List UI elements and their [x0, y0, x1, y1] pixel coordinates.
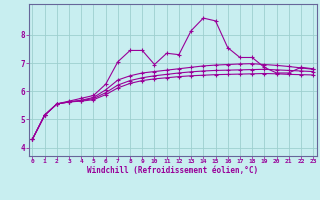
X-axis label: Windchill (Refroidissement éolien,°C): Windchill (Refroidissement éolien,°C): [87, 166, 258, 175]
